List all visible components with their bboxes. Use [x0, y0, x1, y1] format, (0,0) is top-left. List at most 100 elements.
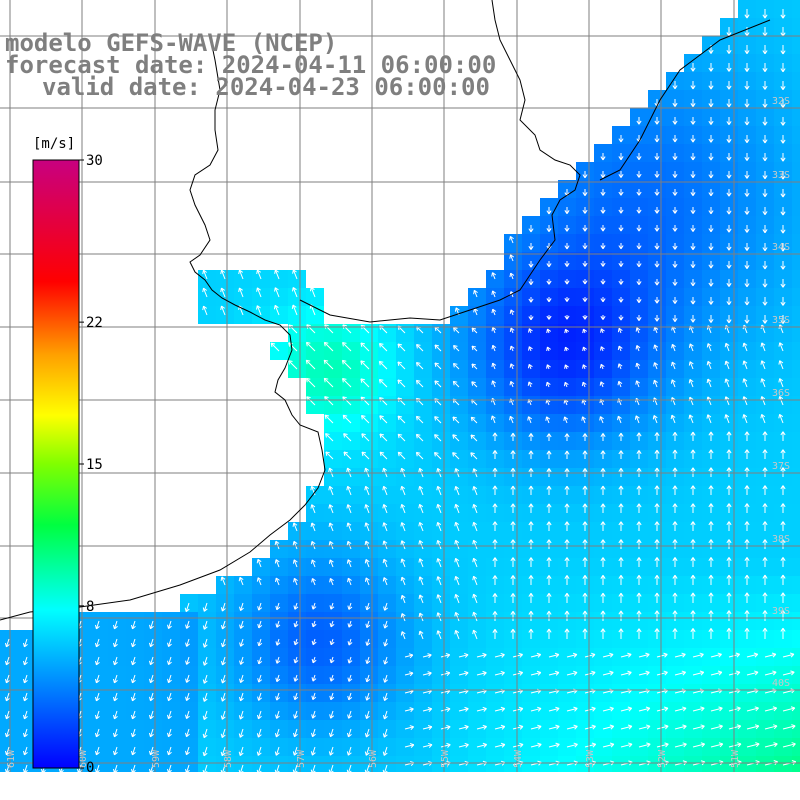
field-cell	[72, 792, 90, 800]
field-cell	[360, 792, 378, 800]
field-cell	[684, 792, 702, 800]
field-cell	[792, 306, 800, 324]
field-cell	[792, 540, 800, 558]
latitude-label: 38S	[772, 534, 790, 545]
field-cell	[792, 414, 800, 432]
field-cell	[792, 594, 800, 612]
field-cell	[234, 774, 252, 792]
field-cell	[36, 774, 54, 792]
field-cell	[378, 792, 396, 800]
colorbar-tick-label: 0	[86, 760, 94, 776]
field-cell	[72, 774, 90, 792]
longitude-label: 58W	[223, 749, 234, 768]
field-cell	[792, 522, 800, 540]
field-cell	[792, 288, 800, 306]
colorbar-unit: [m/s]	[33, 136, 75, 152]
field-cell	[216, 774, 234, 792]
field-cell	[792, 360, 800, 378]
field-cell	[126, 774, 144, 792]
field-cell	[54, 774, 72, 792]
colorbar-tick-label: 8	[86, 599, 94, 615]
colorbar-tick-label: 30	[86, 153, 103, 169]
field-cell	[792, 720, 800, 738]
field-cell	[36, 792, 54, 800]
field-cell	[324, 792, 342, 800]
field-cell	[792, 558, 800, 576]
field-cell	[414, 792, 432, 800]
field-cell	[576, 792, 594, 800]
longitude-label: 51W	[730, 749, 741, 768]
field-cell	[108, 774, 126, 792]
field-cell	[792, 342, 800, 360]
field-cell	[90, 792, 108, 800]
field-cell	[792, 144, 800, 162]
field-cell	[468, 792, 486, 800]
field-cell	[270, 774, 288, 792]
field-cell	[792, 378, 800, 396]
field-cell	[792, 666, 800, 684]
field-cell	[792, 450, 800, 468]
field-cell	[432, 774, 450, 792]
field-cell	[180, 792, 198, 800]
field-cell	[792, 432, 800, 450]
latitude-label: 35S	[772, 315, 790, 326]
field-cell	[648, 792, 666, 800]
field-cell	[666, 774, 684, 792]
field-cell	[612, 774, 630, 792]
field-cell	[594, 792, 612, 800]
field-cell	[720, 774, 738, 792]
field-cell	[324, 774, 342, 792]
field-cell	[792, 486, 800, 504]
field-cell	[792, 90, 800, 108]
latitude-label: 37S	[772, 461, 790, 472]
field-cell	[522, 792, 540, 800]
field-cell	[774, 792, 792, 800]
field-cell	[216, 792, 234, 800]
field-cell	[252, 792, 270, 800]
field-cell	[0, 792, 18, 800]
field-cell	[252, 774, 270, 792]
field-cell	[792, 774, 800, 792]
field-cell	[792, 396, 800, 414]
field-cell	[792, 180, 800, 198]
field-cell	[0, 774, 18, 792]
longitude-label: 61W	[6, 749, 17, 768]
field-cell	[702, 792, 720, 800]
field-cell	[540, 792, 558, 800]
field-cell	[486, 792, 504, 800]
field-cell	[630, 792, 648, 800]
field-cell	[342, 792, 360, 800]
field-cell	[144, 792, 162, 800]
field-cell	[414, 774, 432, 792]
field-cell	[792, 0, 800, 18]
field-cell	[792, 468, 800, 486]
field-cell	[432, 792, 450, 800]
field-cell	[792, 252, 800, 270]
field-cell	[792, 18, 800, 36]
field-cell	[198, 792, 216, 800]
field-cell	[792, 756, 800, 772]
field-cell	[108, 792, 126, 800]
field-cell	[504, 774, 522, 792]
field-cell	[558, 792, 576, 800]
colorbar-ramp	[32, 159, 80, 769]
field-cell	[162, 774, 180, 792]
latitude-label: 33S	[772, 170, 790, 181]
field-cell	[666, 792, 684, 800]
field-cell	[756, 774, 774, 792]
field-cell	[576, 774, 594, 792]
field-cell	[522, 774, 540, 792]
field-cell	[558, 774, 576, 792]
colorbar-tick-label: 22	[86, 315, 103, 331]
latitude-label: 36S	[772, 388, 790, 399]
field-cell	[396, 792, 414, 800]
field-cell	[288, 792, 306, 800]
latitude-label: 32S	[772, 96, 790, 107]
field-cell	[450, 792, 468, 800]
longitude-label: 59W	[151, 749, 162, 768]
field-cell	[504, 792, 522, 800]
field-cell	[684, 774, 702, 792]
field-cell	[702, 774, 720, 792]
